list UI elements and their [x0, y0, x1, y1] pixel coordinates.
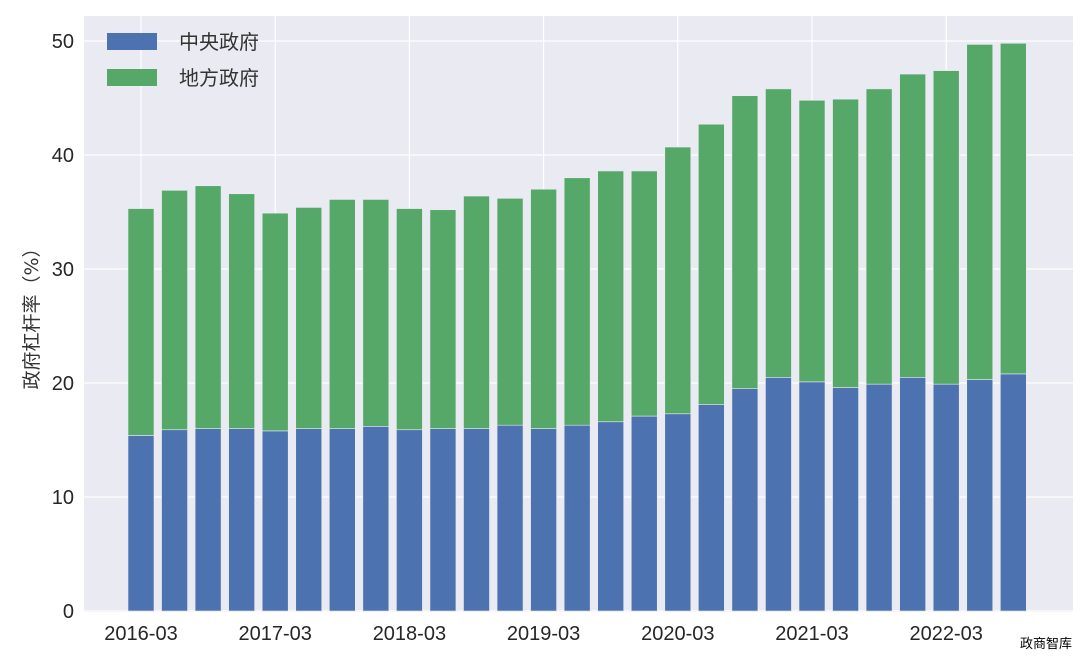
bar-local-2016-06: [161, 190, 188, 431]
bar-central-2022-09: [999, 373, 1027, 612]
bar-local-2021-06: [832, 98, 859, 388]
x-tick-label: 2021-03: [775, 623, 848, 645]
bar-central-2018-09: [463, 428, 490, 612]
bar-local-2018-03: [396, 208, 423, 431]
bar-central-2016-03: [127, 435, 155, 612]
bar-local-2019-06: [563, 177, 591, 426]
bar-central-2022-03: [932, 383, 960, 612]
bar-local-2018-12: [496, 198, 524, 426]
watermark: 政商智库: [1019, 637, 1072, 652]
bar-local-2019-09: [597, 170, 625, 423]
x-tick-label: 2016-03: [104, 623, 177, 645]
legend-label-0: 中央政府: [179, 30, 259, 54]
bar-central-2019-09: [597, 421, 625, 612]
bar-central-2021-06: [832, 387, 859, 612]
y-tick-label: 10: [52, 487, 74, 509]
bar-central-2017-12: [362, 426, 390, 612]
bar-local-2017-09: [328, 199, 356, 429]
bar-local-2016-03: [127, 208, 155, 436]
x-tick-label: 2018-03: [373, 623, 446, 645]
bar-local-2017-06: [295, 207, 323, 429]
bar-central-2017-03: [261, 430, 289, 612]
y-tick-label: 50: [52, 31, 74, 53]
bar-central-2020-09: [731, 388, 759, 612]
y-axis-label: 政府杠杆率（%）: [21, 238, 43, 389]
x-tick-label: 2019-03: [507, 623, 580, 645]
bar-central-2017-06: [295, 428, 323, 612]
bar-central-2021-03: [798, 381, 826, 612]
y-tick-label: 30: [52, 259, 74, 281]
bar-central-2018-06: [429, 428, 457, 612]
y-tick-label: 20: [52, 373, 74, 395]
bar-central-2016-12: [228, 428, 255, 612]
bar-local-2022-03: [932, 70, 960, 385]
legend-swatch-0: [107, 33, 157, 50]
bar-local-2021-12: [899, 73, 926, 378]
bar-local-2016-12: [228, 193, 255, 429]
bar-local-2020-03: [664, 146, 692, 415]
bar-local-2020-12: [765, 88, 792, 378]
bar-local-2021-09: [865, 88, 893, 385]
bar-local-2017-12: [362, 199, 390, 427]
bar-central-2017-09: [328, 428, 356, 612]
bar-central-2019-03: [530, 428, 557, 612]
bar-central-2021-12: [899, 376, 926, 612]
x-tick-label: 2020-03: [641, 623, 714, 645]
bar-central-2016-09: [194, 428, 222, 612]
bar-local-2017-03: [261, 212, 289, 432]
bar-central-2020-03: [664, 413, 692, 612]
bar-central-2022-06: [966, 379, 994, 612]
bar-central-2020-06: [698, 404, 725, 612]
legend-label-1: 地方政府: [179, 66, 259, 90]
bar-central-2020-12: [765, 376, 792, 612]
bar-central-2016-06: [161, 429, 188, 612]
bar-central-2018-03: [396, 429, 423, 612]
bar-central-2019-06: [563, 424, 591, 612]
bar-central-2018-12: [496, 424, 524, 612]
y-tick-label: 0: [63, 601, 74, 623]
x-tick-label: 2022-03: [909, 623, 982, 645]
legend-swatch-1: [107, 69, 157, 86]
bar-local-2019-12: [630, 170, 658, 417]
y-tick-label: 40: [52, 145, 74, 167]
bar-local-2019-03: [530, 188, 557, 429]
bar-local-2021-03: [798, 99, 826, 383]
bar-central-2019-12: [630, 415, 658, 612]
bar-local-2022-06: [966, 44, 994, 380]
bar-local-2020-09: [731, 95, 759, 390]
bar-local-2018-06: [429, 209, 457, 429]
bar-local-2020-06: [698, 123, 725, 405]
bar-local-2018-09: [463, 195, 490, 429]
bar-local-2022-09: [999, 42, 1027, 375]
bar-local-2016-09: [194, 185, 222, 429]
x-tick-label: 2017-03: [238, 623, 311, 645]
bar-central-2021-09: [865, 383, 893, 612]
